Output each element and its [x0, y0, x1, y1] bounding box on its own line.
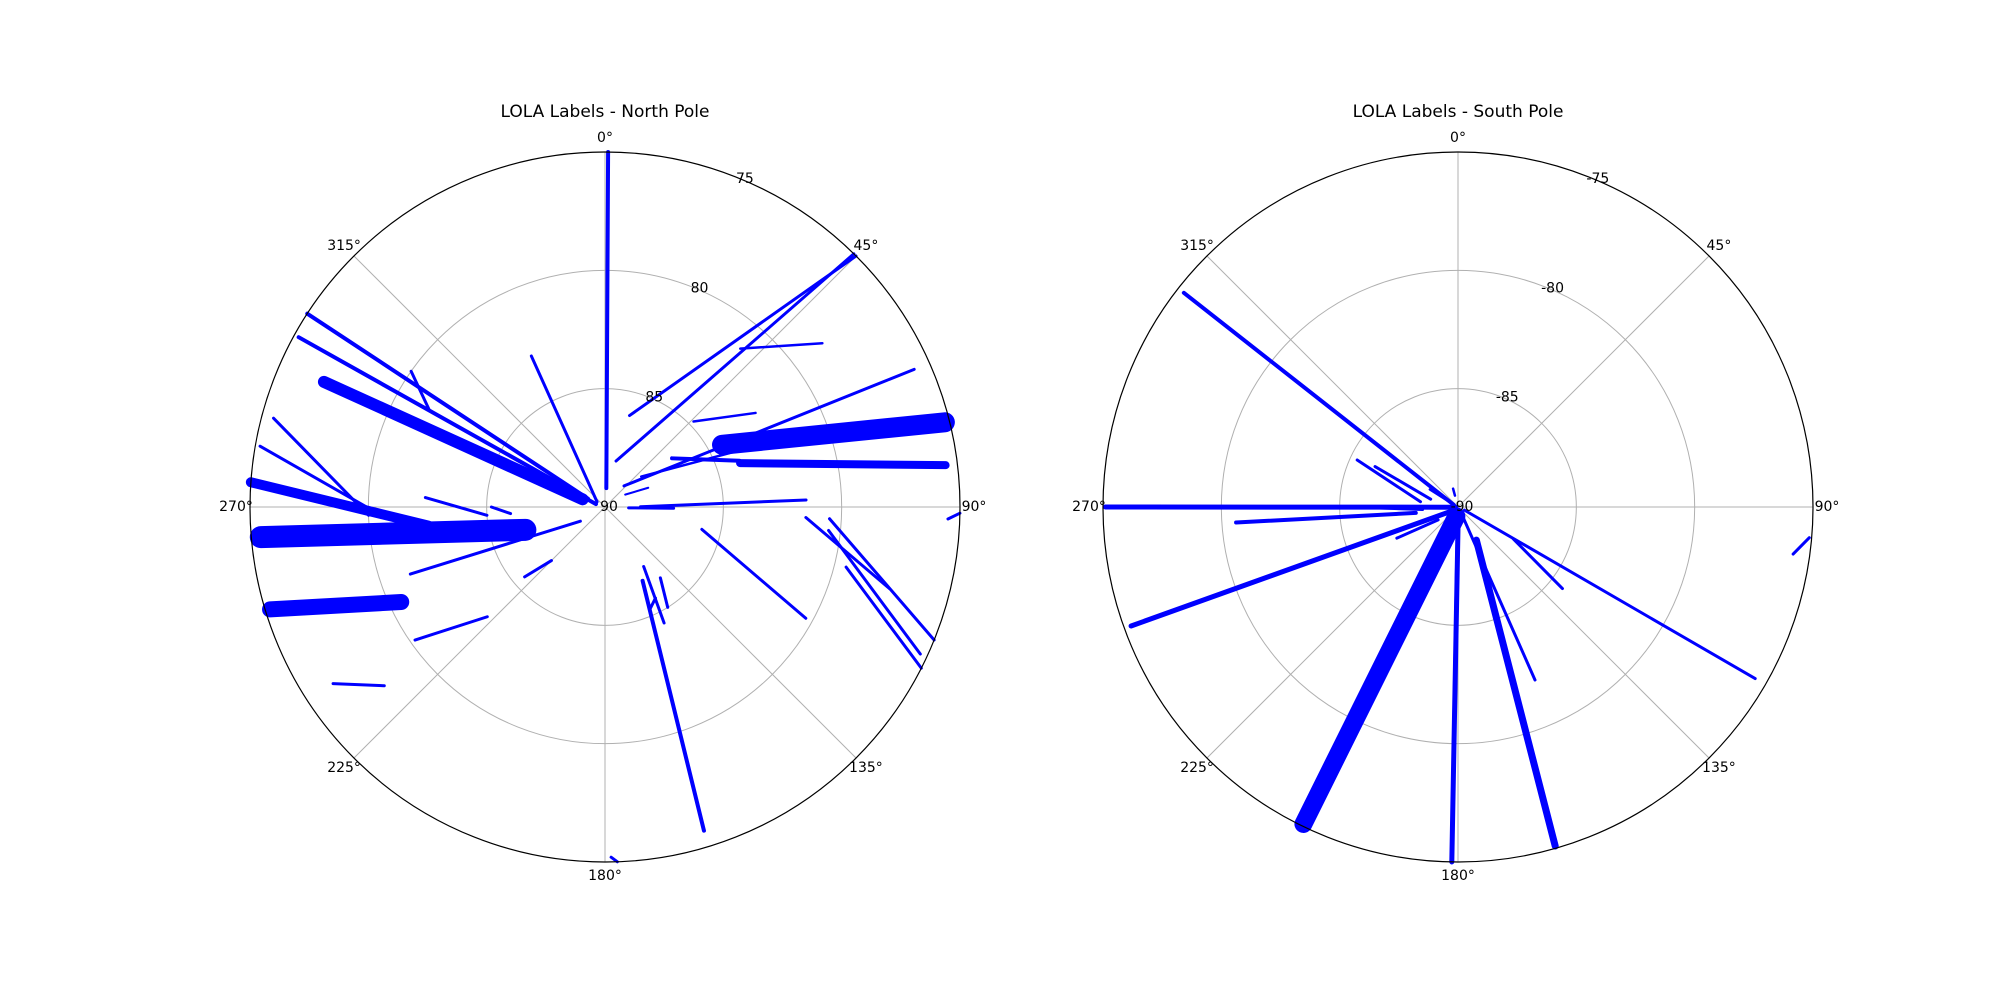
- data-track: [642, 565, 666, 625]
- data-track: [1791, 536, 1811, 556]
- data-tracks: [245, 150, 962, 864]
- angle-tick-label: 180°: [588, 868, 622, 884]
- angle-tick-label: 270°: [1072, 499, 1106, 515]
- angle-tick-label: 135°: [1702, 760, 1736, 776]
- angle-gridline: [1206, 506, 1459, 759]
- angle-tick-label: 270°: [219, 499, 253, 515]
- radial-tick-label: 90: [600, 499, 618, 515]
- data-track: [614, 252, 856, 463]
- data-track: [408, 519, 582, 576]
- data-track: [305, 311, 590, 501]
- data-track: [1458, 509, 1537, 682]
- angle-gridline: [604, 506, 857, 759]
- radial-tick-label: -80: [1541, 280, 1564, 296]
- data-track: [712, 412, 955, 455]
- data-track: [622, 367, 916, 488]
- angle-gridline: [353, 506, 606, 759]
- angle-gridline: [1457, 506, 1710, 759]
- angle-tick-label: 315°: [1180, 238, 1214, 254]
- radial-tick-label: -85: [1496, 390, 1519, 406]
- data-track: [828, 517, 936, 642]
- data-track: [317, 375, 589, 506]
- data-track: [249, 518, 537, 549]
- radial-tick-label: -75: [1586, 171, 1609, 187]
- angle-tick-label: 135°: [849, 760, 883, 776]
- data-track: [1294, 507, 1466, 833]
- data-track: [1511, 537, 1564, 591]
- data-track: [638, 498, 808, 509]
- angle-tick-label: 0°: [597, 130, 613, 146]
- radial-tick-label: 80: [691, 280, 709, 296]
- chart-title: LOLA Labels - South Pole: [1353, 102, 1564, 122]
- data-track: [1451, 487, 1457, 497]
- radial-tick-label: 85: [645, 390, 663, 406]
- data-track: [423, 496, 489, 517]
- data-track: [413, 615, 489, 642]
- data-track: [1355, 458, 1423, 504]
- data-track: [258, 444, 382, 517]
- south-pole-plot: 0° 45° 90° 135° 180° 225° 270° 315° -90 -85 -80 -75…: [1072, 102, 1839, 884]
- angle-tick-label: 315°: [327, 238, 361, 254]
- angle-tick-label: 225°: [327, 760, 361, 776]
- angle-tick-label: 180°: [1441, 868, 1475, 884]
- data-track: [739, 341, 824, 350]
- data-track: [692, 411, 757, 423]
- polar-frame: [249, 151, 961, 863]
- radial-tick-label: 75: [736, 171, 754, 187]
- data-track: [804, 516, 891, 591]
- data-track: [523, 559, 553, 579]
- data-track: [1472, 536, 1559, 850]
- data-track: [1373, 465, 1433, 501]
- angle-tick-label: 45°: [854, 238, 879, 254]
- data-tracks: [1102, 290, 1811, 865]
- data-track: [245, 477, 434, 531]
- data-track: [640, 578, 706, 833]
- angle-tick-label: 90°: [1815, 499, 1840, 515]
- data-track: [1395, 518, 1440, 540]
- data-track: [628, 254, 858, 418]
- data-track: [604, 150, 611, 491]
- data-track: [1451, 509, 1460, 760]
- data-track: [736, 459, 950, 470]
- data-track: [624, 486, 650, 496]
- data-track: [844, 565, 923, 670]
- angle-tick-label: 90°: [962, 499, 987, 515]
- data-track: [1234, 510, 1418, 525]
- angle-gridline: [353, 255, 606, 508]
- data-track: [409, 369, 431, 411]
- data-track: [609, 855, 619, 864]
- angle-tick-label: 45°: [1707, 238, 1732, 254]
- angle-gridline: [1206, 255, 1459, 508]
- data-track: [946, 511, 962, 521]
- data-track: [262, 594, 410, 618]
- north-pole-plot: 0° 45° 90° 135° 180° 225° 270° 315° 90 85 80 75 LOLA…: [219, 102, 986, 884]
- angle-gridline: [1457, 255, 1710, 508]
- angle-gridline: [604, 255, 857, 508]
- data-track: [331, 682, 386, 688]
- chart-title: LOLA Labels - North Pole: [501, 102, 710, 122]
- data-track: [529, 354, 599, 504]
- data-track: [700, 527, 808, 620]
- data-track: [296, 335, 598, 507]
- data-track: [1181, 290, 1456, 507]
- data-track: [827, 529, 922, 656]
- data-track: [489, 505, 513, 516]
- data-track: [272, 416, 370, 517]
- radial-tick-label: -90: [1451, 499, 1474, 515]
- angle-tick-label: 225°: [1180, 760, 1214, 776]
- data-track: [658, 576, 670, 609]
- data-track: [1128, 509, 1453, 629]
- polar-frame: [1102, 151, 1814, 863]
- angle-tick-label: 0°: [1450, 130, 1466, 146]
